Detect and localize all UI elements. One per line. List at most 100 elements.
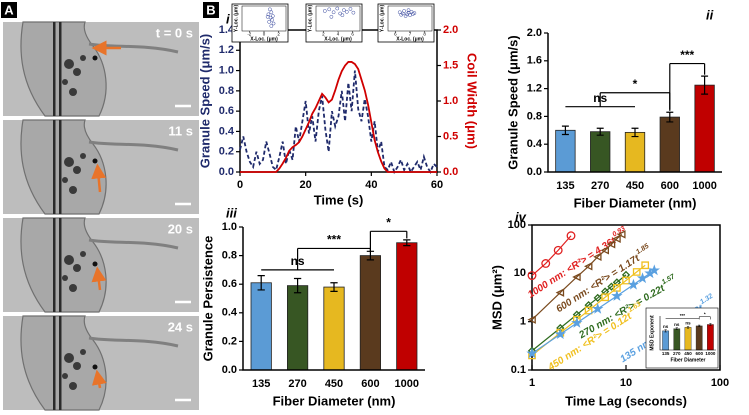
y-tick-label: 10 xyxy=(514,267,526,279)
data-point xyxy=(593,293,602,303)
fit-exponent: 1.32 xyxy=(699,293,714,306)
data-point xyxy=(601,293,609,302)
error-bar xyxy=(675,327,678,330)
y-tick-label: 0.4 xyxy=(527,138,543,150)
bar xyxy=(694,84,715,173)
data-point xyxy=(572,272,581,282)
bar xyxy=(555,129,576,173)
data-point xyxy=(621,270,631,279)
panel-label-box xyxy=(203,2,219,18)
panel-label: B xyxy=(206,2,215,17)
inset-point xyxy=(269,24,274,28)
bar xyxy=(673,328,681,351)
inset-point xyxy=(270,17,274,22)
inset-point xyxy=(267,19,271,24)
x-axis-label: Time Lag (seconds) xyxy=(565,393,687,408)
y2-axis-label: Coil Width (μm) xyxy=(465,53,480,149)
error-bar xyxy=(561,125,569,136)
granule xyxy=(80,349,86,355)
data-point xyxy=(606,239,616,249)
data-point xyxy=(641,261,650,270)
y-tick-label: 1.6 xyxy=(527,55,542,67)
inset-y-axis-label: Y-Loc. (μm) xyxy=(307,5,313,33)
arrow xyxy=(91,163,107,193)
time-label: t = 0 s xyxy=(156,25,193,40)
bar xyxy=(396,242,418,371)
cell-process xyxy=(88,336,179,348)
inset-point xyxy=(348,7,353,11)
data-line xyxy=(239,70,438,175)
axis-line xyxy=(659,316,716,351)
granule xyxy=(64,157,74,167)
y-tick-label: 1.4 xyxy=(219,24,235,36)
y-tick-label: 0.0 xyxy=(219,166,234,178)
inset-x-tick-label: 0 xyxy=(263,32,266,37)
x-tick-label: 270 xyxy=(673,351,681,356)
axis-line xyxy=(547,33,722,173)
data-point xyxy=(593,252,602,262)
significance-label: * xyxy=(633,77,638,91)
error-bar xyxy=(596,127,604,136)
time-label: 11 s xyxy=(168,123,193,138)
inset-point xyxy=(351,10,356,15)
granule xyxy=(62,373,68,379)
x-tick-label: 1000 xyxy=(705,351,716,356)
panel-label: iv xyxy=(515,209,527,224)
y-tick-label: 0.8 xyxy=(527,110,542,122)
granule xyxy=(62,79,68,85)
data-point xyxy=(554,328,566,340)
significance-label: *** xyxy=(680,48,694,62)
y-axis-label: Granule Persistence xyxy=(200,236,215,362)
y-tick-label: 2.0 xyxy=(527,27,542,39)
fit-exponent: 1.85 xyxy=(635,243,650,256)
inset-point xyxy=(412,11,417,15)
y2-tick-label: 0.0 xyxy=(443,166,458,178)
bar xyxy=(323,286,345,371)
fiber xyxy=(59,120,62,214)
fiber xyxy=(53,316,56,410)
data-point xyxy=(526,347,538,359)
x-tick-label: 450 xyxy=(684,351,692,356)
y-tick-label: 0.8 xyxy=(222,250,237,262)
data-point xyxy=(636,272,649,284)
x-tick-label: 600 xyxy=(661,180,679,192)
inset-point xyxy=(271,21,276,26)
x-tick-label: 1 xyxy=(529,377,535,389)
inset-background xyxy=(377,3,435,43)
inset-x-tick-label: 4 xyxy=(337,32,340,37)
panel-label: i xyxy=(226,11,230,26)
error-bar xyxy=(666,111,674,123)
y-tick-label: 0.0 xyxy=(222,364,237,376)
data-point xyxy=(627,278,640,290)
granule xyxy=(69,186,77,194)
inset-point xyxy=(266,12,271,17)
tracked-granule xyxy=(92,55,98,61)
significance-label: ns xyxy=(674,322,680,327)
inset-point xyxy=(322,9,327,13)
error-bar xyxy=(686,326,690,329)
cell-body xyxy=(20,217,107,313)
inset-point xyxy=(268,7,272,12)
y-tick-label: 0.2 xyxy=(219,146,234,158)
inset-point xyxy=(403,14,408,18)
granule xyxy=(80,153,86,159)
granule xyxy=(73,264,81,272)
inset-x-tick-label: 6 xyxy=(351,32,354,37)
data-point xyxy=(612,278,622,287)
cell-body xyxy=(20,21,107,117)
arrow xyxy=(91,266,107,291)
x-tick-label: 450 xyxy=(325,378,343,390)
tracked-granule xyxy=(92,364,98,370)
error-bar xyxy=(403,239,411,247)
error-bar xyxy=(631,127,639,138)
inset-x-axis-label: Fiber Diameter xyxy=(670,357,705,363)
inset-background xyxy=(305,3,363,43)
x-tick-label: 270 xyxy=(591,180,609,192)
inset-point xyxy=(342,8,346,13)
data-point xyxy=(541,259,551,268)
granule xyxy=(80,251,86,257)
bar xyxy=(684,327,692,351)
inset-point xyxy=(344,9,349,14)
bar xyxy=(695,325,703,351)
error-bar xyxy=(698,324,701,328)
